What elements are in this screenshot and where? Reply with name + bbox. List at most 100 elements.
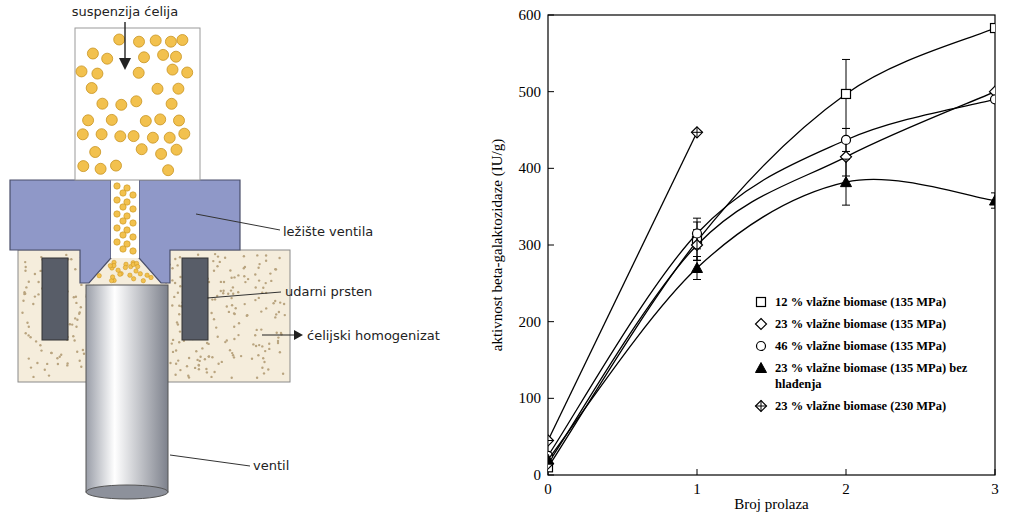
particle	[199, 356, 201, 358]
cell	[166, 98, 177, 109]
particle	[194, 367, 196, 369]
marker	[692, 127, 703, 138]
particle	[82, 349, 84, 351]
particle	[233, 338, 235, 340]
particle	[34, 273, 36, 275]
particle	[176, 264, 178, 266]
particle	[216, 265, 218, 267]
particle	[207, 343, 209, 345]
particle	[272, 302, 274, 304]
particle	[178, 313, 180, 315]
marker	[693, 229, 702, 238]
particle	[264, 350, 266, 352]
particle	[174, 282, 176, 284]
particle	[75, 326, 77, 328]
particle	[213, 318, 215, 320]
diagram-label: ležište ventila	[283, 224, 373, 239]
legend-line: hlađenja	[775, 377, 822, 391]
marker-cross	[548, 435, 554, 446]
particle	[279, 351, 281, 353]
particle	[217, 255, 219, 257]
plot-frame	[548, 15, 995, 475]
particle	[69, 323, 71, 325]
series-line	[548, 99, 995, 456]
particle	[21, 312, 23, 314]
particle	[50, 352, 52, 354]
particle	[188, 357, 190, 359]
particle	[72, 335, 74, 337]
particle	[214, 298, 216, 300]
particle	[177, 359, 179, 361]
particle	[232, 286, 234, 288]
cell	[164, 132, 175, 143]
y-tick-label: 200	[519, 314, 542, 330]
particle	[247, 278, 249, 280]
error-bar	[693, 218, 701, 249]
particle	[230, 297, 232, 299]
particle	[59, 356, 61, 358]
particle	[78, 313, 80, 315]
particle	[198, 364, 200, 366]
particle	[175, 363, 177, 365]
particle	[263, 372, 265, 374]
particle	[79, 360, 81, 362]
cell	[130, 234, 136, 240]
marker-shape	[692, 127, 703, 138]
legend-marker	[756, 319, 767, 330]
impact-ring-right	[182, 258, 208, 340]
particle	[235, 307, 237, 309]
particle	[237, 334, 239, 336]
particle	[36, 362, 38, 364]
legend-label: 12 % vlažne biomase (135 MPa)	[775, 295, 946, 309]
particle	[222, 292, 224, 294]
particle	[211, 356, 213, 358]
particle	[213, 371, 215, 373]
particle	[50, 352, 52, 354]
y-tick	[548, 245, 554, 246]
particle	[24, 270, 26, 272]
cell	[97, 98, 108, 109]
cell	[97, 274, 101, 278]
particle	[283, 303, 285, 305]
x-axis-title: Broj prolaza	[734, 496, 809, 512]
cell	[131, 96, 142, 107]
particle	[246, 314, 248, 316]
particle	[221, 361, 223, 363]
cell	[145, 273, 149, 277]
series	[548, 86, 995, 469]
leader-line	[170, 455, 250, 466]
particle	[274, 268, 276, 270]
particle	[277, 340, 279, 342]
legend-line: 12 % vlažne biomase (135 MPa)	[775, 295, 946, 309]
particle	[171, 267, 173, 269]
particle	[208, 355, 210, 357]
cell	[138, 272, 142, 276]
particle	[179, 369, 181, 371]
channel-cells	[97, 183, 153, 283]
legend: 12 % vlažne biomase (135 MPa) 23 % vlažne…	[756, 295, 968, 413]
channel	[111, 180, 139, 258]
particle	[265, 307, 267, 309]
particle	[232, 354, 234, 356]
legend-label: 23 % vlažne biomase (135 MPa)	[775, 317, 946, 331]
cell	[156, 148, 167, 159]
cell	[134, 269, 138, 273]
particle	[274, 300, 276, 302]
particle	[80, 366, 82, 368]
particle	[171, 342, 173, 344]
particle	[212, 260, 214, 262]
particle	[70, 258, 72, 260]
series-line	[548, 179, 995, 459]
cell	[95, 163, 106, 174]
particle	[254, 334, 256, 336]
particle	[258, 297, 260, 299]
particle	[169, 362, 171, 364]
particle	[233, 356, 235, 358]
marker	[991, 95, 996, 104]
particle	[231, 377, 233, 379]
cell	[133, 67, 144, 78]
series	[548, 127, 703, 446]
cell	[114, 183, 120, 189]
legend-line: 23 % vlažne biomase (230 MPa)	[775, 399, 946, 413]
feed-tube	[75, 28, 200, 180]
